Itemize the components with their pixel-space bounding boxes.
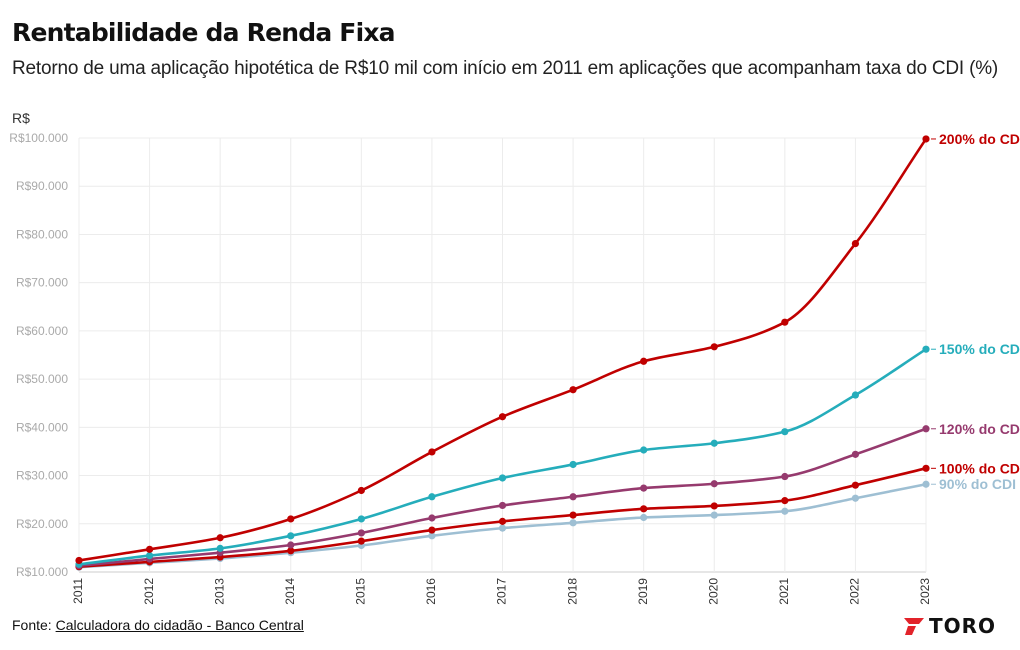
x-tick-label: 2022 — [848, 578, 862, 605]
data-point-100-do-cdi — [851, 481, 860, 489]
data-point-120-do-cdi — [710, 480, 718, 488]
x-tick-label: 2021 — [777, 578, 791, 605]
data-point-150-do-cdi — [922, 345, 930, 353]
x-tick-label: 2018 — [565, 578, 579, 605]
data-point-200-do-cdi — [357, 486, 365, 495]
series-label-150-do-cdi: 150% do CDI — [939, 341, 1020, 357]
x-tick-label: 2012 — [142, 578, 156, 605]
data-point-90-do-cdi — [569, 519, 577, 527]
y-tick-label: R$60.000 — [16, 324, 68, 338]
y-tick-label: R$80.000 — [16, 227, 68, 241]
data-point-100-do-cdi — [922, 464, 930, 472]
data-point-200-do-cdi — [781, 318, 789, 326]
chart-subtitle: Retorno de uma aplicação hipotética de R… — [12, 58, 999, 79]
x-tick-label: 2013 — [212, 578, 226, 605]
x-tick-label: 2011 — [71, 578, 85, 604]
data-point-100-do-cdi — [781, 497, 789, 505]
line-chart: R$ R$10.000 R$20.000 R$30.000 R$40.000 R$50.… — [9, 110, 1020, 605]
data-point-120-do-cdi — [287, 541, 295, 549]
data-point-90-do-cdi — [851, 494, 860, 502]
data-point-100-do-cdi — [569, 511, 577, 519]
source-link[interactable]: Calculadora do cidadão - Banco Central — [55, 617, 304, 633]
y-tick-label: R$70.000 — [16, 276, 68, 290]
data-point-120-do-cdi — [851, 450, 860, 458]
data-point-100-do-cdi — [640, 505, 648, 513]
data-point-90-do-cdi — [428, 532, 436, 540]
data-point-200-do-cdi — [498, 413, 507, 421]
x-axis-ticks: 2011 2012 2013 2014 2015 2016 2017 2018 2019 2020… — [71, 578, 932, 605]
y-tick-label: R$50.000 — [16, 372, 68, 386]
data-point-150-do-cdi — [781, 428, 789, 436]
x-tick-label: 2014 — [283, 578, 297, 605]
y-tick-label: R$40.000 — [16, 420, 68, 434]
toro-logo-icon — [904, 618, 924, 635]
data-point-100-do-cdi — [287, 547, 295, 555]
source-note: Fonte: Calculadora do cidadão - Banco Ce… — [12, 617, 304, 633]
data-point-120-do-cdi — [781, 472, 789, 481]
data-point-120-do-cdi — [922, 425, 930, 433]
y-tick-label: R$90.000 — [16, 179, 68, 193]
data-point-120-do-cdi — [357, 529, 365, 537]
x-tick-label: 2015 — [354, 578, 368, 605]
data-point-200-do-cdi — [75, 556, 83, 565]
data-point-90-do-cdi — [710, 511, 718, 519]
data-point-120-do-cdi — [428, 514, 436, 522]
data-point-100-do-cdi — [498, 517, 507, 525]
data-point-200-do-cdi — [851, 240, 860, 248]
x-tick-label: 2023 — [918, 578, 932, 605]
data-point-150-do-cdi — [428, 493, 436, 501]
y-tick-label: R$30.000 — [16, 469, 68, 483]
y-tick-label: R$10.000 — [16, 565, 68, 579]
x-tick-label: 2020 — [706, 578, 720, 605]
data-point-150-do-cdi — [710, 439, 718, 447]
toro-logo: TORO — [902, 614, 996, 638]
data-point-150-do-cdi — [145, 552, 154, 560]
data-point-200-do-cdi — [287, 515, 295, 523]
data-point-150-do-cdi — [498, 474, 507, 482]
data-point-200-do-cdi — [922, 135, 930, 143]
data-point-150-do-cdi — [851, 391, 860, 399]
x-tick-label: 2019 — [636, 578, 650, 605]
y-tick-label: R$100.000 — [9, 131, 68, 145]
data-point-200-do-cdi — [710, 343, 718, 351]
series-label-200-do-cdi: 200% do CDI — [939, 131, 1020, 147]
data-point-150-do-cdi — [216, 544, 224, 552]
data-point-200-do-cdi — [640, 357, 648, 365]
grid — [78, 137, 927, 573]
data-point-100-do-cdi — [428, 526, 436, 534]
data-point-100-do-cdi — [357, 537, 365, 545]
data-point-120-do-cdi — [498, 501, 507, 510]
y-tick-label: R$20.000 — [16, 517, 68, 531]
data-point-200-do-cdi — [569, 386, 577, 394]
data-point-120-do-cdi — [569, 493, 577, 501]
data-point-100-do-cdi — [710, 502, 718, 510]
series-label-100-do-cdi: 100% do CDI — [939, 460, 1020, 476]
data-point-200-do-cdi — [216, 534, 224, 542]
data-point-150-do-cdi — [569, 460, 577, 469]
data-point-150-do-cdi — [640, 446, 648, 454]
data-point-150-do-cdi — [287, 532, 295, 540]
series-label-90-do-cdi: 90% do CDI — [939, 476, 1016, 492]
y-axis-label: R$ — [12, 110, 30, 126]
data-point-90-do-cdi — [498, 524, 507, 532]
data-point-90-do-cdi — [922, 480, 930, 488]
data-point-90-do-cdi — [640, 513, 648, 522]
y-axis-ticks: R$10.000 R$20.000 R$30.000 R$40.000 R$50.000… — [9, 131, 68, 579]
data-point-200-do-cdi — [428, 448, 436, 456]
source-label: Fonte: — [12, 617, 52, 633]
data-point-150-do-cdi — [357, 515, 365, 523]
toro-logo-text: TORO — [929, 614, 997, 638]
data-point-90-do-cdi — [781, 507, 789, 515]
series-lines — [75, 135, 930, 571]
data-point-200-do-cdi — [145, 545, 154, 553]
data-point-120-do-cdi — [640, 484, 648, 492]
series-label-120-do-cdi: 120% do CDI — [939, 421, 1020, 437]
x-tick-label: 2016 — [424, 578, 438, 605]
x-tick-label: 2017 — [495, 578, 509, 605]
chart-title: Rentabilidade da Renda Fixa — [12, 18, 396, 47]
